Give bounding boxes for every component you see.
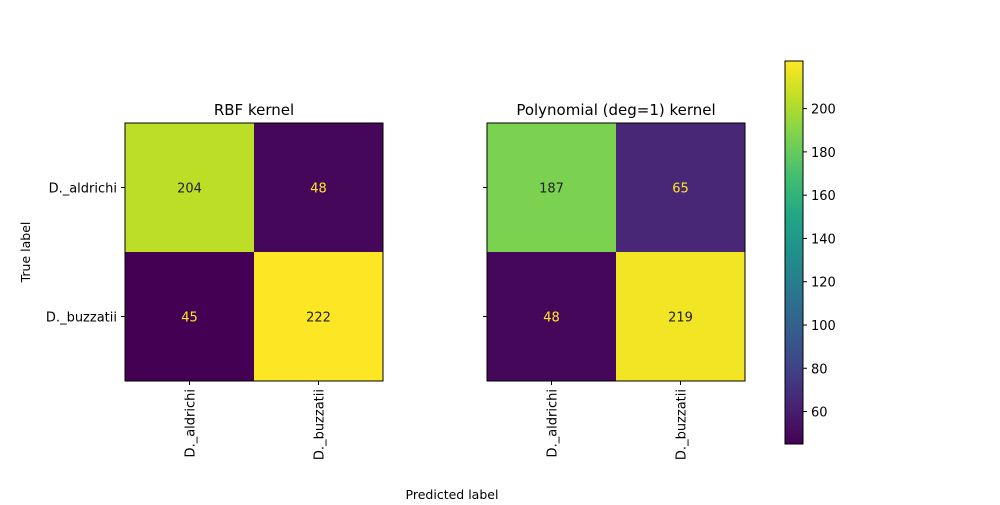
cell-value-label: 45 (181, 311, 198, 326)
colorbar-tick-label: 120 (811, 276, 836, 291)
heatmap-cell (254, 123, 383, 252)
x-tick-label: D._aldrichi (184, 389, 199, 457)
colorbar-tick-label: 140 (811, 232, 836, 247)
x-axis-label: Predicted label (406, 487, 499, 500)
colorbar-tick-label: 160 (811, 189, 836, 204)
confusion-matrix-panel-1: RBF kernel 204 48 45 222 D._aldrichi D._buzzat… (46, 101, 384, 460)
heatmap-cell (254, 252, 383, 381)
cell-value-label: 48 (543, 311, 560, 326)
y-axis-label: True label (18, 222, 33, 284)
heatmap-cell (616, 252, 745, 381)
cell-value-label: 48 (310, 182, 327, 197)
colorbar-tick-label: 60 (811, 406, 828, 421)
cell-value-label: 204 (177, 182, 202, 197)
colorbar-tick-label: 180 (811, 146, 836, 161)
y-tick-label: D._buzzatii (46, 311, 117, 326)
cell-value-label: 65 (672, 182, 689, 197)
heatmap-cell (125, 123, 254, 252)
x-tick-label: D._buzzatii (313, 389, 328, 460)
colorbar-gradient (785, 61, 803, 444)
colorbar: 60 80 100 120 140 160 180 200 (784, 60, 836, 445)
axes-frame (486, 122, 746, 382)
colorbar-tick-label: 200 (811, 103, 836, 118)
x-tick-label: D._buzzatii (675, 389, 690, 460)
panel-title: RBF kernel (214, 101, 294, 119)
heatmap-cell (487, 252, 616, 381)
heatmap-cell (487, 123, 616, 252)
heatmap-cell (125, 252, 254, 381)
y-tick-label: D._aldrichi (49, 182, 117, 197)
cell-value-label: 219 (668, 311, 693, 326)
heatmap-cell (616, 123, 745, 252)
cell-value-label: 222 (306, 311, 331, 326)
colorbar-frame (784, 60, 804, 445)
axes-frame (124, 122, 384, 382)
confusion-matrix-panel-2: Polynomial (deg=1) kernel 187 65 48 219 D._al… (483, 101, 746, 460)
colorbar-tick-label: 80 (811, 362, 828, 377)
x-tick-label: D._aldrichi (546, 389, 561, 457)
panel-title: Polynomial (deg=1) kernel (516, 101, 715, 119)
colorbar-tick-label: 100 (811, 319, 836, 334)
cell-value-label: 187 (539, 182, 564, 197)
